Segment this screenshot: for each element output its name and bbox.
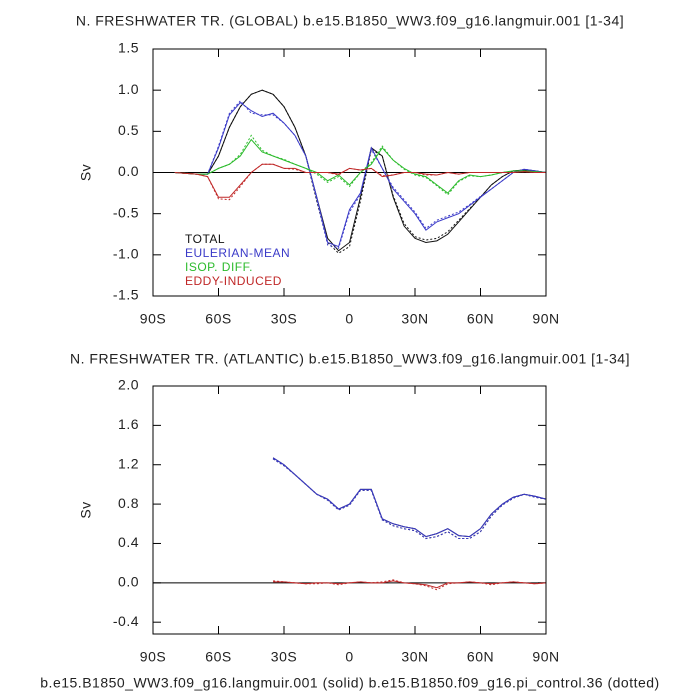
chart-title: N. FRESHWATER TR. (GLOBAL) b.e15.B1850_W… [76, 13, 624, 29]
y-tick-label: -0.5 [113, 204, 139, 220]
y-tick-label: -1.5 [113, 287, 139, 303]
y-tick-label: 2.0 [118, 377, 139, 393]
plot-frame [152, 48, 547, 297]
solid-line [174, 163, 546, 198]
dotted-line [174, 89, 547, 254]
plot-frame [152, 385, 547, 635]
x-tick-label: 0 [345, 311, 353, 327]
x-tick-label: 30S [271, 649, 297, 665]
legend-entry: TOTAL [185, 232, 225, 246]
solid-line [272, 457, 547, 538]
y-tick-label: 1.5 [118, 40, 139, 56]
y-axis-label: Sv [78, 501, 94, 518]
dotted-line [272, 458, 547, 540]
chart-title: N. FRESHWATER TR. (ATLANTIC) b.e15.B1850… [70, 351, 630, 367]
solid-line [174, 138, 547, 194]
x-tick-label: 30N [401, 649, 428, 665]
dotted-line [273, 579, 547, 591]
caption: b.e15.B1850_WW3.f09_g16.langmuir.001 (so… [40, 675, 659, 691]
y-tick-label: -0.4 [113, 613, 139, 629]
y-axis-label: Sv [78, 164, 94, 181]
y-tick-label: 1.6 [118, 416, 139, 432]
x-tick-label: 60N [467, 311, 494, 327]
y-tick-label: 0.0 [118, 574, 139, 590]
x-tick-label: 90S [140, 311, 166, 327]
x-tick-label: 90S [140, 649, 166, 665]
x-tick-label: 90N [532, 649, 559, 665]
legend-entry: ISOP. DIFF. [185, 260, 253, 274]
solid-line [272, 457, 547, 538]
y-tick-label: -1.0 [113, 246, 139, 262]
dotted-line [174, 100, 547, 249]
y-tick-label: 0.0 [118, 163, 139, 179]
legend-entry: EDDY-INDUCED [185, 274, 282, 288]
y-tick-label: 1.2 [118, 455, 139, 471]
x-tick-label: 60S [205, 311, 231, 327]
x-tick-label: 60N [467, 649, 494, 665]
x-tick-label: 90N [532, 311, 559, 327]
y-tick-label: 0.5 [118, 122, 139, 138]
legend-entry: EULERIAN-MEAN [185, 246, 290, 260]
x-tick-label: 60S [205, 649, 231, 665]
x-tick-label: 30N [401, 311, 428, 327]
dotted-line [272, 458, 547, 540]
y-tick-label: 1.0 [118, 81, 139, 97]
y-tick-label: 0.8 [118, 495, 139, 511]
dotted-line [174, 163, 546, 201]
x-tick-label: 0 [345, 649, 353, 665]
y-tick-label: 0.4 [118, 534, 139, 550]
x-tick-label: 30S [271, 311, 297, 327]
